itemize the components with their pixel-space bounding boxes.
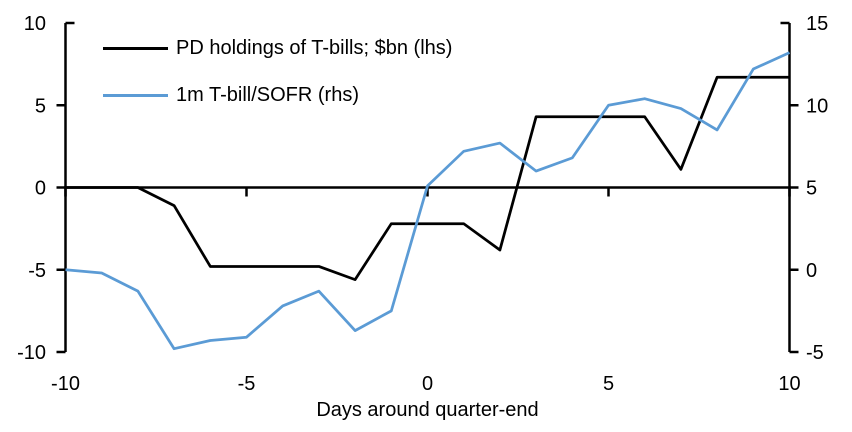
x-axis-tick-label: 0 bbox=[422, 373, 433, 395]
x-axis-tick-label: 5 bbox=[603, 373, 614, 395]
left-axis-tick-label: 5 bbox=[35, 95, 46, 117]
legend-line-sample-black bbox=[103, 46, 168, 50]
left-axis-tick-label: -5 bbox=[28, 260, 46, 282]
right-axis-tick-label: -5 bbox=[806, 342, 824, 364]
x-axis-tick-label: -10 bbox=[51, 373, 80, 395]
legend-line-sample-blue bbox=[103, 93, 168, 97]
left-axis-tick-label: 0 bbox=[35, 178, 46, 200]
x-axis-tick-label: -5 bbox=[238, 373, 256, 395]
series-line-0 bbox=[65, 75, 790, 281]
legend-label: PD holdings of T-bills; $bn (lhs) bbox=[176, 36, 453, 59]
right-axis-tick-label: 10 bbox=[806, 95, 828, 117]
legend-item-pd-holdings: PD holdings of T-bills; $bn (lhs) bbox=[103, 36, 452, 60]
legend-item-sofr: 1m T-bill/SOFR (rhs) bbox=[103, 83, 452, 107]
legend: PD holdings of T-bills; $bn (lhs) 1m T-b… bbox=[103, 36, 452, 130]
x-axis-title: Days around quarter-end bbox=[316, 399, 539, 421]
right-axis-tick-label: 5 bbox=[806, 178, 817, 200]
series-line-1 bbox=[65, 51, 791, 351]
x-axis-tick-label: 10 bbox=[778, 373, 800, 395]
left-axis-tick-label: 10 bbox=[24, 13, 46, 35]
legend-label: 1m T-bill/SOFR (rhs) bbox=[176, 83, 359, 106]
right-axis-tick-label: 15 bbox=[806, 13, 828, 35]
right-axis-tick-label: 0 bbox=[806, 260, 817, 282]
left-axis-tick-label: -10 bbox=[17, 342, 46, 364]
